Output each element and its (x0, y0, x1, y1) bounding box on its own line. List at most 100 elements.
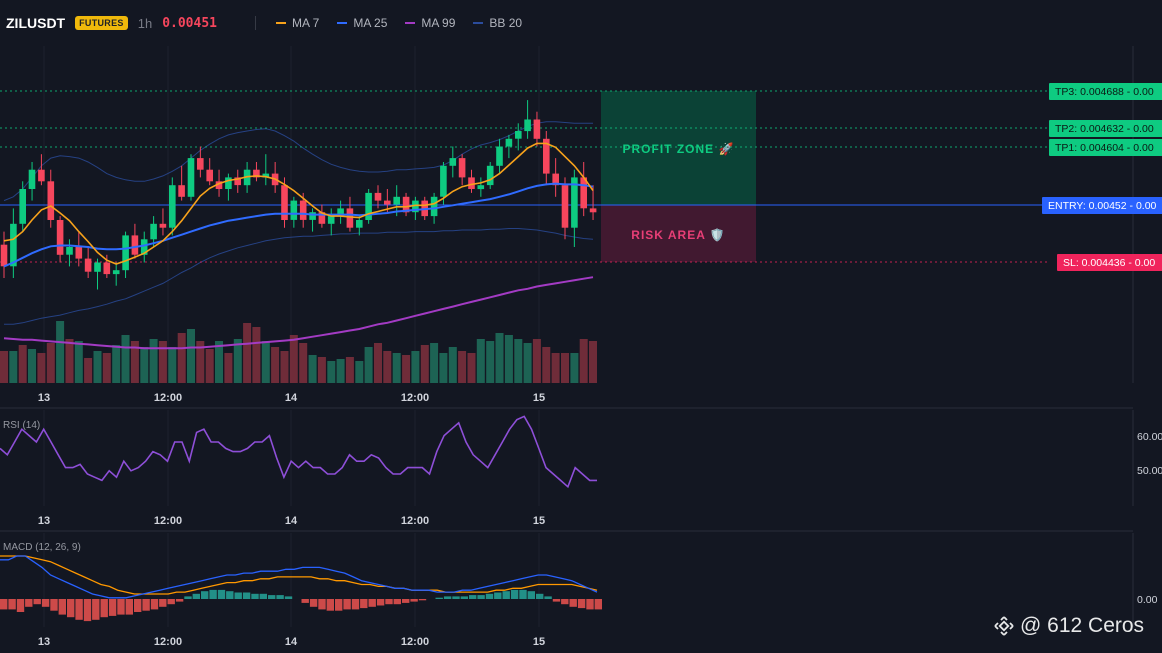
timeframe-label[interactable]: 1h (137, 15, 153, 31)
macd-hist-bar (184, 596, 192, 599)
sl-tag: SL: 0.004436 - 0.00 (1063, 257, 1155, 269)
candle-body (262, 173, 270, 178)
candle-body (103, 262, 111, 275)
macd-hist-bar (75, 599, 83, 620)
macd-hist-bar (335, 599, 343, 611)
candle-body (402, 196, 410, 213)
candle-body (75, 247, 83, 259)
legend-ma99[interactable]: MA 99 (405, 16, 455, 30)
candle-body (253, 169, 260, 178)
candle-body (215, 181, 223, 189)
bb-lower-line (4, 228, 594, 325)
volume-bar (495, 333, 504, 383)
volume-bar (486, 341, 495, 383)
legend-ma25[interactable]: MA 25 (337, 16, 387, 30)
candle-body (225, 177, 232, 189)
candle-body (19, 189, 26, 224)
volume-bar (467, 353, 476, 383)
macd-hist-bar (209, 589, 217, 599)
volume-bar (364, 347, 373, 383)
candle-body (571, 177, 578, 228)
macd-hist-bar (217, 589, 226, 599)
tp2-tag: TP2: 0.004632 - 0.00 (1055, 123, 1154, 135)
candle-body (150, 223, 157, 240)
macd-hist-bar (443, 596, 452, 599)
candle-body (159, 223, 167, 228)
candle-body (505, 138, 513, 147)
candle-body (346, 208, 354, 228)
volume-bar (187, 329, 195, 383)
candle-body (430, 196, 438, 217)
candle-body (66, 247, 73, 255)
candle-body (533, 119, 541, 139)
macd-x-label: 15 (533, 636, 545, 648)
legend-ma7[interactable]: MA 7 (275, 16, 319, 30)
volume-bar (205, 349, 214, 383)
volume-bar (355, 361, 364, 383)
volume-bar (168, 347, 177, 383)
ma25-swatch (337, 22, 348, 24)
macd-hist-bar (385, 599, 393, 605)
volume-bar (383, 351, 392, 383)
ma25-line (3, 182, 594, 268)
risk-zone-label: RISK AREA 🛡️ (631, 228, 725, 242)
candle-body (197, 158, 204, 170)
volume-bar (392, 353, 401, 383)
volume-bar (18, 345, 27, 383)
volume-bar (448, 347, 457, 383)
macd-hist-bar (536, 593, 544, 599)
candle-body (28, 169, 36, 189)
rsi-x-label: 12:00 (401, 515, 429, 527)
macd-hist-bar (410, 599, 418, 602)
sl-tag-bg (1057, 254, 1162, 271)
volume-bar (84, 358, 93, 383)
candle-body (178, 185, 185, 197)
candle-body (94, 262, 101, 272)
candle-body (187, 158, 195, 197)
candle-body (290, 200, 298, 220)
last-price: 0.00451 (162, 15, 217, 31)
main-x-label: 15 (533, 392, 545, 404)
candle-body (234, 177, 241, 186)
volume-bar (280, 351, 289, 383)
candle-body (56, 220, 64, 255)
volume-bar (523, 343, 532, 383)
chart-header: ZILUSDT FUTURES 1h 0.00451 MA 7 MA 25 MA… (0, 0, 1162, 46)
candle-body (140, 239, 148, 255)
ma99-swatch (405, 22, 416, 24)
candle-body (524, 119, 531, 132)
candle-body (365, 192, 372, 220)
volume-bar (374, 343, 382, 383)
macd-hist-bar (167, 599, 175, 605)
volume-bar (411, 351, 420, 383)
legend-bb20[interactable]: BB 20 (473, 16, 522, 30)
candle-body (515, 131, 522, 139)
volume-bar (345, 357, 354, 383)
macd-hist-bar (376, 599, 385, 606)
macd-hist-bar (67, 599, 75, 618)
macd-hist-bar (561, 599, 569, 605)
macd-x-label: 12:00 (401, 636, 429, 648)
volume-bar (271, 347, 280, 383)
macd-hist-bar (485, 593, 494, 599)
volume-bar (551, 353, 560, 383)
macd-hist-bar (284, 596, 293, 599)
rsi-tick-50: 50.00 (1137, 465, 1162, 477)
macd-hist-bar (393, 599, 401, 605)
symbol-label[interactable]: ZILUSDT (6, 15, 66, 31)
ma99-line (3, 276, 594, 350)
entry-tag: ENTRY: 0.00452 - 0.00 (1048, 200, 1157, 212)
macd-hist-bar (226, 591, 234, 599)
macd-hist-bar (360, 599, 368, 609)
tp3-tag-bg (1049, 83, 1162, 100)
entry-tag-bg (1042, 197, 1162, 214)
rsi-x-label: 14 (285, 515, 298, 527)
watermark: @ 612 Ceros (994, 614, 1144, 638)
volume-bar (37, 353, 46, 383)
volume-bar (112, 345, 121, 383)
tp3-tag: TP3: 0.004688 - 0.00 (1055, 86, 1154, 98)
rsi-line (0, 415, 597, 489)
macd-hist-bar (150, 599, 159, 610)
volume-bar (28, 349, 36, 383)
